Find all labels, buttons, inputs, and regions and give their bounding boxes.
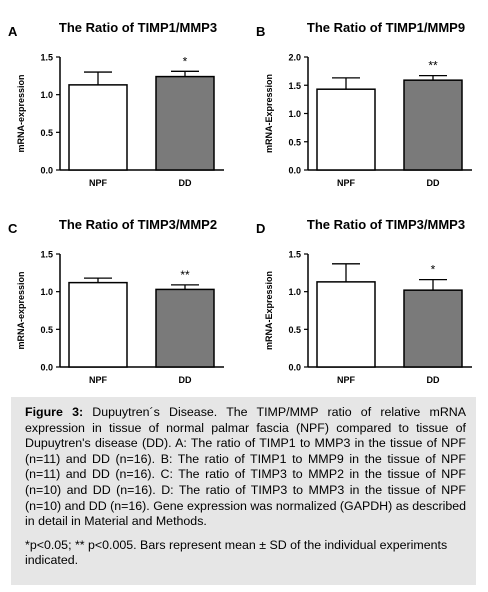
chart-panel-a: A The Ratio of TIMP1/MMP3 0.0 0.5 1.0 1.5 mR… xyxy=(0,0,244,197)
bar-npf xyxy=(68,281,128,368)
bar-dd xyxy=(155,288,215,368)
y-axis-label: mRNA-expression xyxy=(16,74,26,152)
y-tick-label: 2.0 xyxy=(288,53,301,63)
chart-title: The Ratio of TIMP1/MMP3 xyxy=(58,20,218,35)
panel-letter: C xyxy=(8,221,18,236)
bar-dd xyxy=(403,79,463,171)
chart-panels: A The Ratio of TIMP1/MMP3 0.0 0.5 1.0 1.5 mR… xyxy=(0,0,488,394)
significance-marker: ** xyxy=(180,268,190,282)
panel-letter: D xyxy=(256,221,266,236)
x-tick-label: NPF xyxy=(89,178,108,188)
bar-chart: 0.0 0.5 1.0 1.5 2.0 mRNA-Expression NPF DD ** xyxy=(264,53,472,188)
bar-dd xyxy=(155,75,215,171)
y-tick-label: 1.5 xyxy=(40,53,53,63)
y-tick-label: 1.0 xyxy=(40,287,53,297)
x-tick-label: DD xyxy=(427,178,440,188)
x-tick-label: DD xyxy=(179,178,192,188)
bar-dd xyxy=(403,289,463,368)
bar-chart: 0.0 0.5 1.0 1.5 mRNA-expression NPF DD * xyxy=(16,53,224,188)
caption-body: Dupuytren´s Disease. The TIMP/MMP ratio … xyxy=(25,405,466,529)
bar-npf xyxy=(316,281,376,368)
caption-text: Figure 3: Dupuytren´s Disease. The TIMP/… xyxy=(25,405,466,530)
chart-panel-d: D The Ratio of TIMP3/MMP3 0.0 0.5 1.0 1.5 mR… xyxy=(248,197,488,394)
significance-marker: * xyxy=(183,54,188,68)
y-tick-label: 0.5 xyxy=(288,137,301,147)
y-tick-label: 1.5 xyxy=(288,250,301,260)
y-axis-label: mRNA-Expression xyxy=(264,271,274,350)
y-tick-label: 1.5 xyxy=(40,250,53,260)
chart-title: The Ratio of TIMP1/MMP9 xyxy=(306,20,466,35)
x-tick-label: NPF xyxy=(337,375,356,385)
panel-letter: A xyxy=(8,24,18,39)
bar-chart: 0.0 0.5 1.0 1.5 mRNA-expression NPF DD ** xyxy=(16,250,224,385)
caption-label: Figure 3: xyxy=(25,405,84,419)
y-tick-label: 1.0 xyxy=(288,109,301,119)
y-tick-label: 1.0 xyxy=(288,287,301,297)
y-tick-label: 0.5 xyxy=(40,325,53,335)
x-tick-label: NPF xyxy=(337,178,356,188)
x-tick-label: DD xyxy=(179,375,192,385)
y-axis-label: mRNA-expression xyxy=(16,271,26,349)
chart-panel-c: C The Ratio of TIMP3/MMP2 0.0 0.5 1.0 1.5 mR… xyxy=(0,197,244,394)
chart-panel-b: B The Ratio of TIMP1/MMP9 0.0 0.5 1.0 1.5 2.… xyxy=(248,0,488,197)
y-axis-label: mRNA-Expression xyxy=(264,74,274,153)
significance-marker: ** xyxy=(428,59,438,73)
y-tick-label: 0.0 xyxy=(288,166,301,176)
y-tick-label: 0.0 xyxy=(40,363,53,373)
significance-marker: * xyxy=(431,263,436,277)
x-tick-label: NPF xyxy=(89,375,108,385)
y-tick-label: 0.0 xyxy=(40,166,53,176)
y-tick-label: 1.5 xyxy=(288,81,301,91)
panel-letter: B xyxy=(256,24,266,39)
y-tick-label: 0.0 xyxy=(288,363,301,373)
bar-chart: 0.0 0.5 1.0 1.5 mRNA-Expression NPF DD * xyxy=(264,250,472,385)
caption-note: *p<0.05; ** p<0.005. Bars represent mean… xyxy=(25,537,448,568)
y-tick-label: 1.0 xyxy=(40,90,53,100)
y-tick-label: 0.5 xyxy=(288,325,301,335)
chart-title: The Ratio of TIMP3/MMP2 xyxy=(58,217,218,232)
bar-npf xyxy=(68,84,128,171)
bar-npf xyxy=(316,88,376,171)
x-tick-label: DD xyxy=(427,375,440,385)
chart-title: The Ratio of TIMP3/MMP3 xyxy=(306,217,466,232)
figure-caption: Figure 3: Dupuytren´s Disease. The TIMP/… xyxy=(11,397,476,585)
y-tick-label: 0.5 xyxy=(40,128,53,138)
